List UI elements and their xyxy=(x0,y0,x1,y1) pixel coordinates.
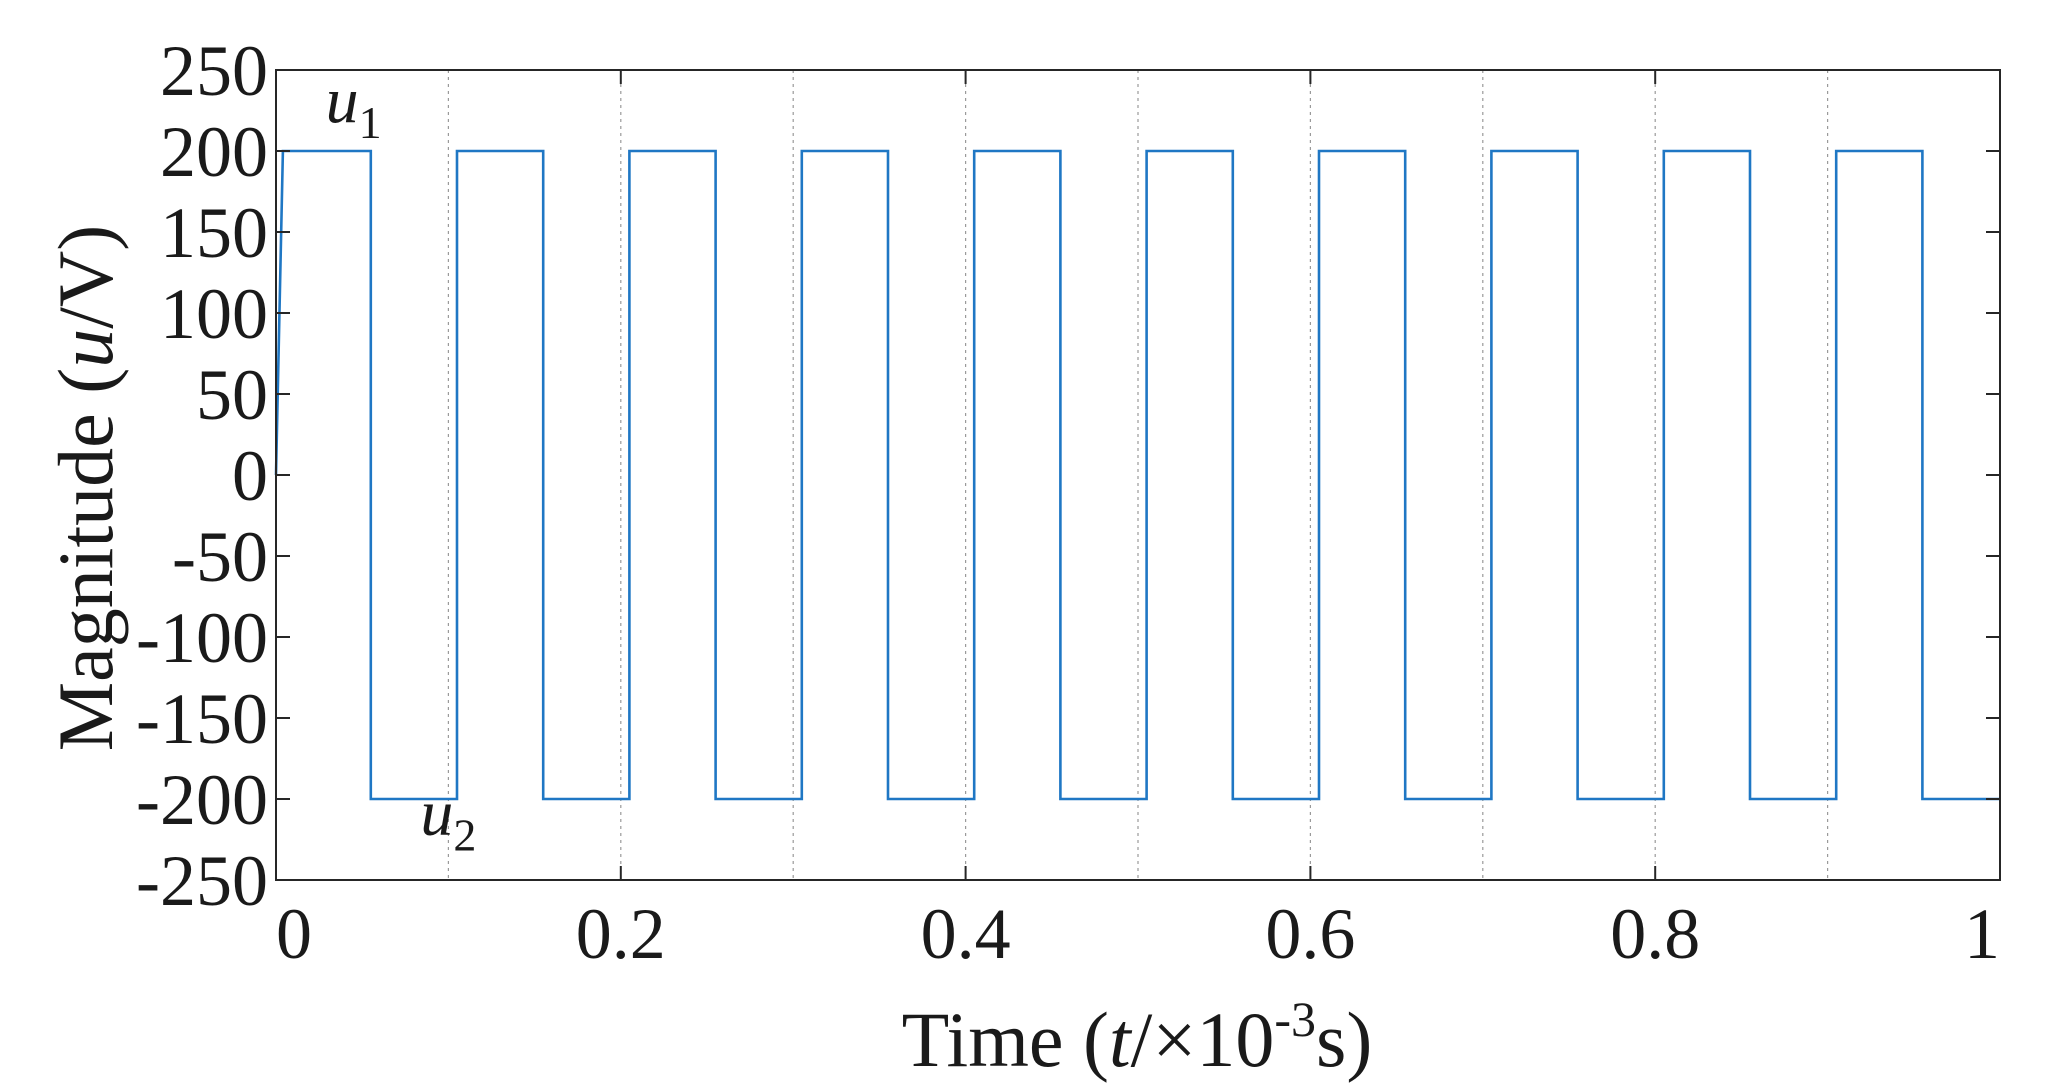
y-tick-label-8: -150 xyxy=(136,679,268,759)
y-tick-label-9: -200 xyxy=(136,760,268,840)
grid-layer xyxy=(447,70,1829,880)
y-tick-label-5: 0 xyxy=(232,436,268,516)
annotation-u2: u2 xyxy=(420,777,476,861)
annotation-u1: u1 xyxy=(326,64,382,148)
x-axis-title-exp: -3 xyxy=(1274,991,1316,1047)
y-tick-label-1: 200 xyxy=(160,112,268,192)
x-tick-label-5: 1 xyxy=(1964,894,2000,974)
annotation-base: u xyxy=(420,777,453,850)
y-axis-title-suffix: /V) xyxy=(42,225,129,329)
y-tick-label-4: 50 xyxy=(196,355,268,435)
y-tick-label-0: 250 xyxy=(160,31,268,111)
y-tick-label-6: -50 xyxy=(172,517,268,597)
y-tick-label-7: -100 xyxy=(136,598,268,678)
x-tick-label-4: 0.8 xyxy=(1610,894,1700,974)
x-axis-title-middle: /×10 xyxy=(1131,996,1275,1083)
annotation-base: u xyxy=(326,64,359,137)
annotation-subscript: 2 xyxy=(453,810,476,861)
x-tick-label-1: 0.2 xyxy=(576,894,666,974)
y-tick-label-3: 100 xyxy=(160,274,268,354)
annotation-subscript: 1 xyxy=(359,97,382,148)
x-tick-label-0: 0 xyxy=(276,894,312,974)
y-axis-title: Magnitude (u/V) xyxy=(42,225,129,751)
x-axis-title-suffix: s) xyxy=(1316,996,1372,1083)
x-tick-label-2: 0.4 xyxy=(921,894,1011,974)
y-tick-label-2: 150 xyxy=(160,193,268,273)
x-tick-label-3: 0.6 xyxy=(1265,894,1355,974)
y-tick-label-10: -250 xyxy=(136,841,268,921)
y-axis-title-var: u xyxy=(42,329,129,368)
x-axis-title: Time (t/×10-3s) xyxy=(902,991,1373,1083)
x-axis-title-prefix: Time ( xyxy=(902,996,1109,1083)
series-line-0 xyxy=(274,149,2000,801)
line-layer xyxy=(274,149,2000,801)
x-axis-title-var: t xyxy=(1109,996,1133,1083)
y-axis-title-prefix: Magnitude ( xyxy=(42,368,129,751)
